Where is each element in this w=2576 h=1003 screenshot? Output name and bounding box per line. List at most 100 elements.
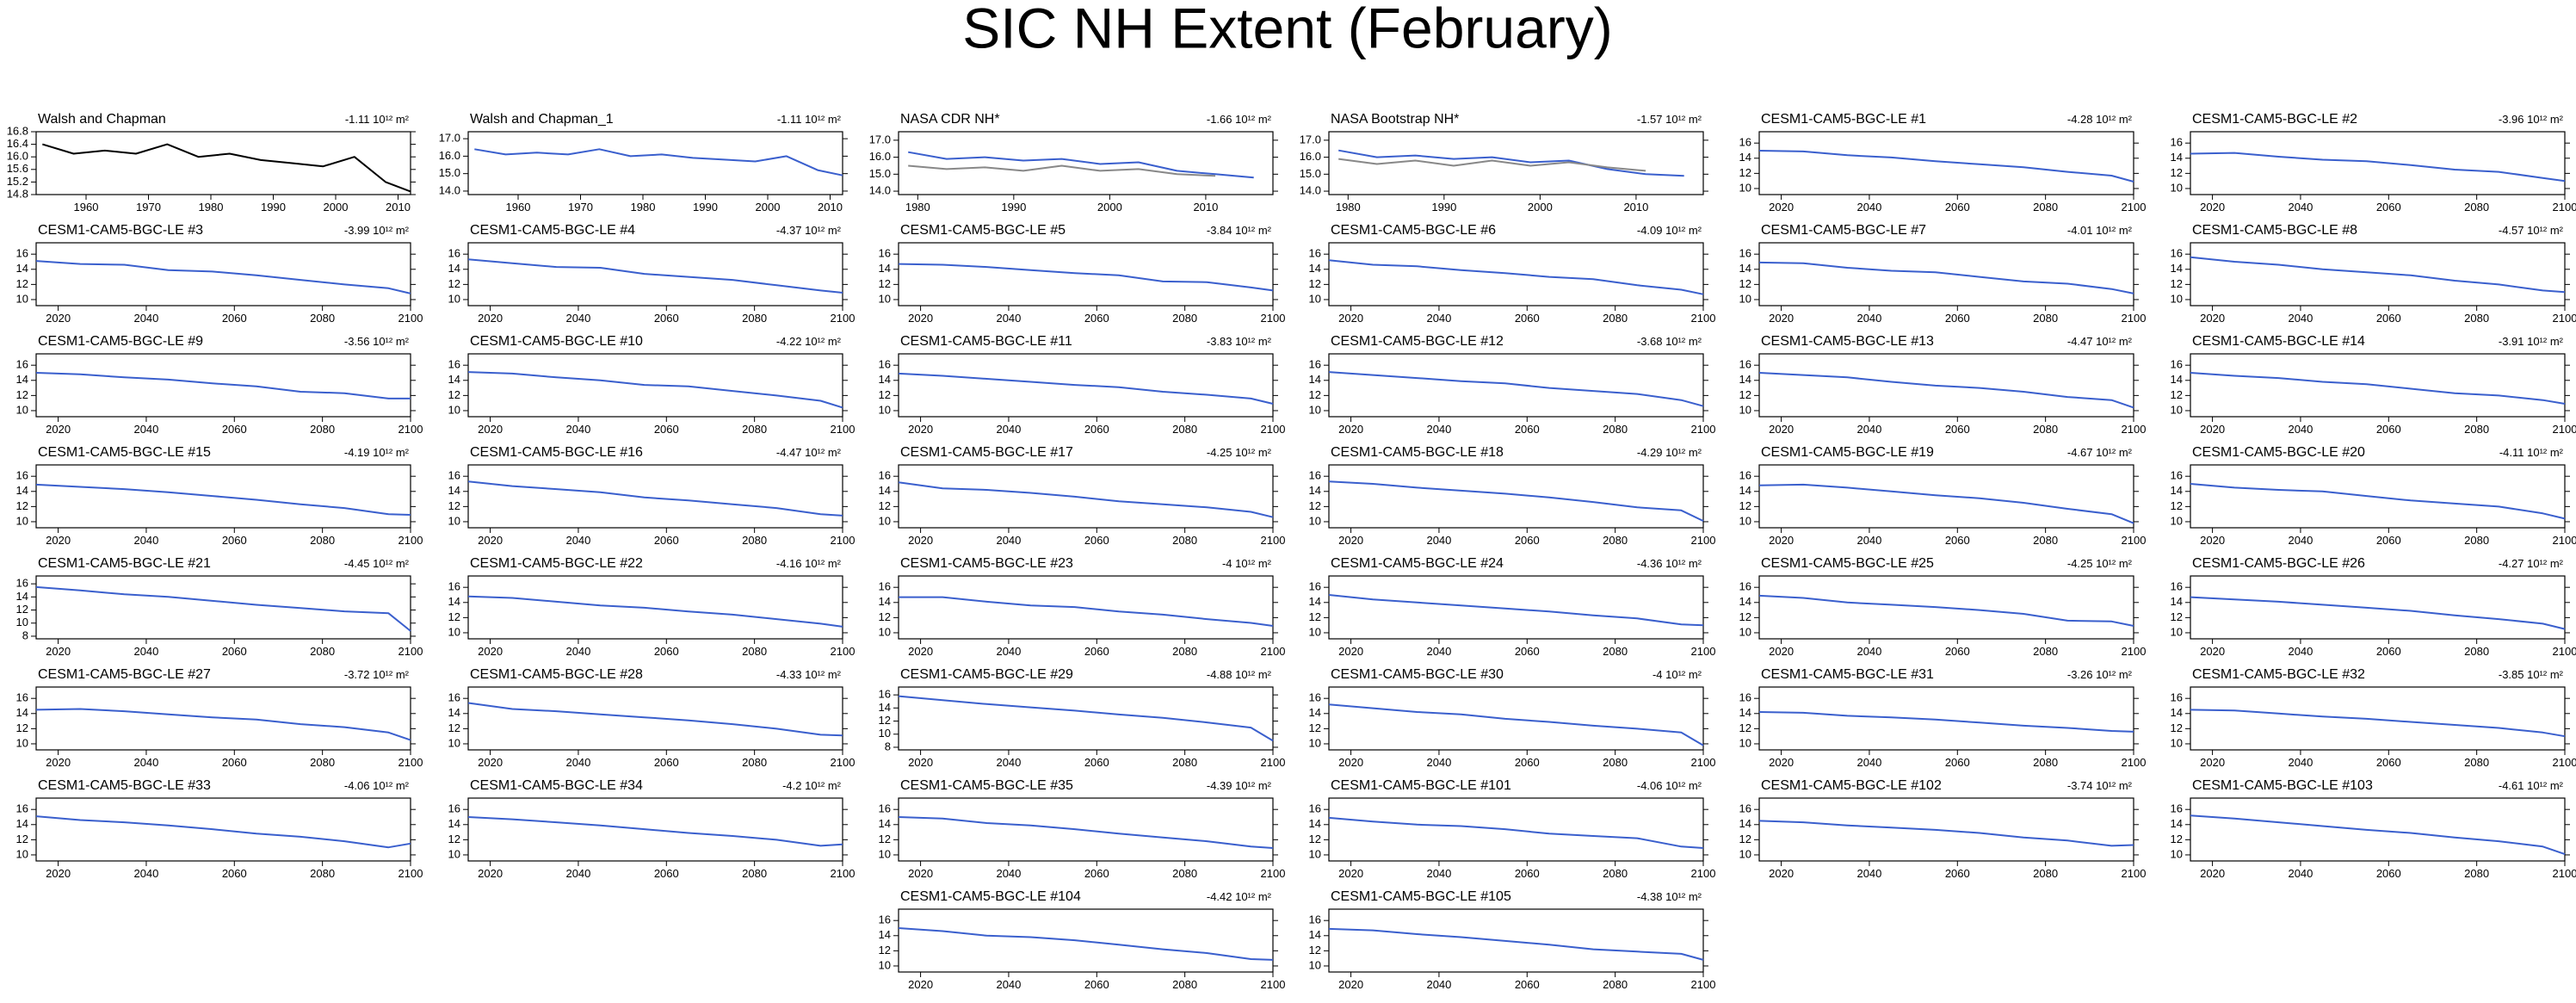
x-tick-label: 2040 xyxy=(2288,201,2313,214)
panel-title: CESM1-CAM5-BGC-LE #12 xyxy=(1331,334,1504,349)
y-tick-label: 14 xyxy=(1739,151,1751,164)
y-tick-label: 16 xyxy=(1739,247,1751,260)
plot-frame xyxy=(1328,131,1704,195)
y-tick-label: 10 xyxy=(2171,403,2183,416)
x-tick-label: 2060 xyxy=(1945,756,1970,769)
plot-frame xyxy=(467,575,843,640)
panel: CESM1-CAM5-BGC-LE #31 -3.26 10¹² m² 10 12 14… xyxy=(1739,667,2147,769)
x-tick-label: 2100 xyxy=(2122,312,2147,325)
trend-annotation: -4.33 10¹² m² xyxy=(776,668,842,681)
y-tick-label: 10 xyxy=(448,847,460,860)
y-tick-label: 14 xyxy=(2171,262,2183,275)
plot-frame xyxy=(35,797,411,862)
plot-frame xyxy=(1758,131,2134,195)
y-tick-label: 14 xyxy=(2171,151,2183,164)
panel-title: CESM1-CAM5-BGC-LE #35 xyxy=(900,778,1073,793)
data-line xyxy=(1758,711,2134,733)
data-line xyxy=(1328,816,1704,849)
x-tick-label: 2060 xyxy=(222,312,247,325)
y-tick-label: 16.0 xyxy=(869,150,891,163)
y-tick-label: 10 xyxy=(16,616,28,628)
plot-frame xyxy=(467,131,843,195)
x-tick-label: 2020 xyxy=(908,978,933,991)
x-tick-label: 2100 xyxy=(2122,423,2147,436)
y-tick-label: 16 xyxy=(2171,580,2183,593)
y-tick-label: 10 xyxy=(1739,736,1751,749)
y-tick-label: 10 xyxy=(1309,292,1321,305)
y-tick-label: 16 xyxy=(1739,469,1751,482)
x-tick-label: 2060 xyxy=(1084,423,1109,436)
data-line xyxy=(1338,149,1684,177)
panel-title: CESM1-CAM5-BGC-LE #23 xyxy=(900,556,1073,571)
x-tick-label: 2020 xyxy=(2200,756,2225,769)
trend-annotation: -4 10¹² m² xyxy=(1652,668,1702,681)
data-line xyxy=(2190,814,2566,856)
trend-annotation: -3.85 10¹² m² xyxy=(2499,668,2564,681)
x-tick-label: 2040 xyxy=(565,867,590,880)
x-tick-label: 2100 xyxy=(1261,756,1286,769)
plot-frame xyxy=(1758,686,2134,751)
x-tick-label: 2100 xyxy=(1691,978,1716,991)
data-line xyxy=(1758,820,2134,847)
y-tick-label: 10 xyxy=(879,727,891,740)
y-tick-label: 12 xyxy=(1309,388,1321,401)
y-tick-label: 16 xyxy=(448,802,460,815)
x-tick-label: 2040 xyxy=(565,312,590,325)
y-tick-label: 12 xyxy=(16,833,28,845)
x-tick-label: 2100 xyxy=(2122,201,2147,214)
x-tick-label: 2060 xyxy=(1945,645,1970,658)
trend-annotation: -4.39 10¹² m² xyxy=(1207,779,1272,792)
trend-annotation: -4.57 10¹² m² xyxy=(2499,224,2564,237)
x-tick-label: 2060 xyxy=(654,423,679,436)
panel-title: CESM1-CAM5-BGC-LE #18 xyxy=(1331,445,1504,460)
trend-annotation: -4.16 10¹² m² xyxy=(776,557,842,570)
x-tick-label: 2020 xyxy=(2200,201,2225,214)
plot-frame xyxy=(898,797,1274,862)
trend-annotation: -4.06 10¹² m² xyxy=(344,779,410,792)
y-tick-label: 16 xyxy=(16,247,28,260)
trend-annotation: -3.68 10¹² m² xyxy=(1637,335,1702,348)
x-tick-label: 2040 xyxy=(1426,978,1451,991)
y-tick-label: 10 xyxy=(448,514,460,527)
panel: CESM1-CAM5-BGC-LE #7 -4.01 10¹² m² 10 12 14 1… xyxy=(1739,223,2147,325)
x-tick-label: 2080 xyxy=(2464,534,2489,547)
y-tick-label: 16.0 xyxy=(439,149,460,162)
panel: CESM1-CAM5-BGC-LE #21 -4.45 10¹² m²810121… xyxy=(16,556,423,658)
trend-annotation: -4.25 10¹² m² xyxy=(2067,557,2133,570)
trend-annotation: -3.83 10¹² m² xyxy=(1207,335,1272,348)
y-tick-label: 16 xyxy=(879,247,891,260)
panel-title: Walsh and Chapman_1 xyxy=(470,112,614,127)
y-tick-label: 14.8 xyxy=(7,187,28,200)
panel: CESM1-CAM5-BGC-LE #35 -4.39 10¹² m² 10 12 14… xyxy=(879,778,1286,880)
y-tick-label: 10 xyxy=(16,847,28,860)
y-tick-label: 12 xyxy=(879,833,891,845)
x-tick-label: 2100 xyxy=(398,756,423,769)
y-tick-label: 14 xyxy=(16,262,28,275)
x-tick-label: 2100 xyxy=(2122,756,2147,769)
x-tick-label: 2040 xyxy=(133,423,158,436)
y-tick-label: 16 xyxy=(1739,136,1751,149)
panel: CESM1-CAM5-BGC-LE #27 -3.72 10¹² m² 10 12 14… xyxy=(16,667,423,769)
x-tick-label: 2080 xyxy=(1603,756,1628,769)
x-tick-label: 2080 xyxy=(2464,756,2489,769)
trend-annotation: -4.88 10¹² m² xyxy=(1207,668,1272,681)
y-tick-label: 16 xyxy=(448,247,460,260)
trend-annotation: -4.42 10¹² m² xyxy=(1207,890,1272,903)
y-tick-label: 10 xyxy=(16,514,28,527)
panel-title: CESM1-CAM5-BGC-LE #16 xyxy=(470,445,643,460)
plot-frame xyxy=(35,464,411,529)
y-tick-label: 12 xyxy=(448,277,460,290)
y-tick-label: 14 xyxy=(1739,484,1751,497)
y-tick-label: 14 xyxy=(1739,595,1751,608)
y-tick-label: 10 xyxy=(1739,514,1751,527)
x-tick-label: 2040 xyxy=(133,645,158,658)
panel-title: CESM1-CAM5-BGC-LE #19 xyxy=(1761,445,1934,460)
panel: CESM1-CAM5-BGC-LE #28 -4.33 10¹² m² 10 12 14… xyxy=(448,667,856,769)
x-tick-label: 2020 xyxy=(46,867,71,880)
y-tick-label: 12 xyxy=(879,499,891,512)
x-tick-label: 2040 xyxy=(2288,756,2313,769)
x-tick-label: 2100 xyxy=(2553,867,2576,880)
x-tick-label: 2060 xyxy=(222,534,247,547)
y-tick-label: 16 xyxy=(2171,136,2183,149)
x-tick-label: 2100 xyxy=(831,645,856,658)
